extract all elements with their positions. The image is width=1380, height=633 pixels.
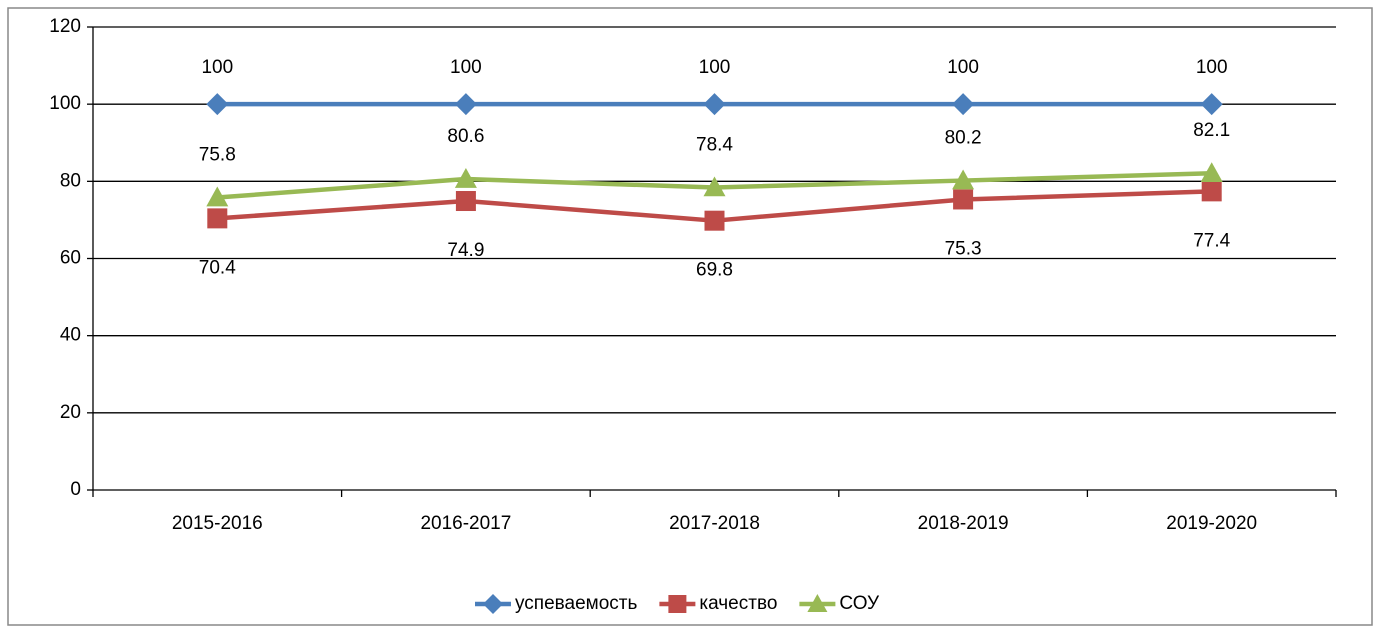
legend-label: качество	[699, 593, 777, 614]
data-label: 69.8	[696, 260, 733, 281]
y-tick-label: 40	[60, 325, 81, 346]
marker	[1200, 162, 1223, 183]
data-label: 100	[699, 57, 731, 78]
x-tick-label: 2016-2017	[420, 513, 511, 534]
marker	[207, 208, 228, 229]
marker	[1201, 181, 1222, 202]
x-tick-label: 2015-2016	[172, 513, 263, 534]
y-tick-label: 100	[49, 93, 81, 114]
marker	[454, 168, 477, 188]
data-label: 75.8	[199, 145, 236, 166]
legend-label: успеваемость	[515, 593, 637, 614]
marker	[703, 93, 726, 116]
x-tick-label: 2019-2020	[1166, 513, 1257, 534]
data-label: 80.6	[447, 126, 484, 147]
marker	[807, 594, 828, 612]
legend-label: СОУ	[839, 593, 880, 614]
marker	[206, 186, 229, 207]
x-tick-label: 2017-2018	[669, 513, 760, 534]
data-label: 78.4	[696, 135, 733, 156]
marker	[483, 594, 503, 614]
data-label: 74.9	[447, 240, 484, 261]
marker	[952, 169, 975, 190]
y-tick-label: 120	[49, 16, 81, 37]
y-tick-label: 0	[70, 479, 81, 500]
data-label: 77.4	[1193, 230, 1230, 251]
y-tick-label: 80	[60, 170, 81, 191]
marker	[206, 93, 229, 116]
data-label: 100	[450, 57, 482, 78]
data-label: 100	[947, 57, 979, 78]
data-label: 70.4	[199, 257, 236, 278]
marker	[952, 93, 975, 116]
marker	[454, 93, 477, 116]
marker	[703, 176, 726, 197]
data-label: 82.1	[1193, 120, 1230, 141]
x-tick-label: 2018-2019	[918, 513, 1009, 534]
data-label: 75.3	[945, 238, 982, 259]
data-label: 80.2	[945, 128, 982, 149]
chart-border	[7, 7, 1373, 626]
data-label: 100	[1196, 57, 1228, 78]
y-tick-label: 20	[60, 402, 81, 423]
data-label: 100	[201, 57, 233, 78]
marker	[953, 189, 974, 210]
marker	[704, 210, 725, 231]
marker	[455, 191, 476, 212]
marker	[668, 595, 687, 613]
y-tick-label: 60	[60, 248, 81, 269]
marker	[1200, 93, 1223, 116]
